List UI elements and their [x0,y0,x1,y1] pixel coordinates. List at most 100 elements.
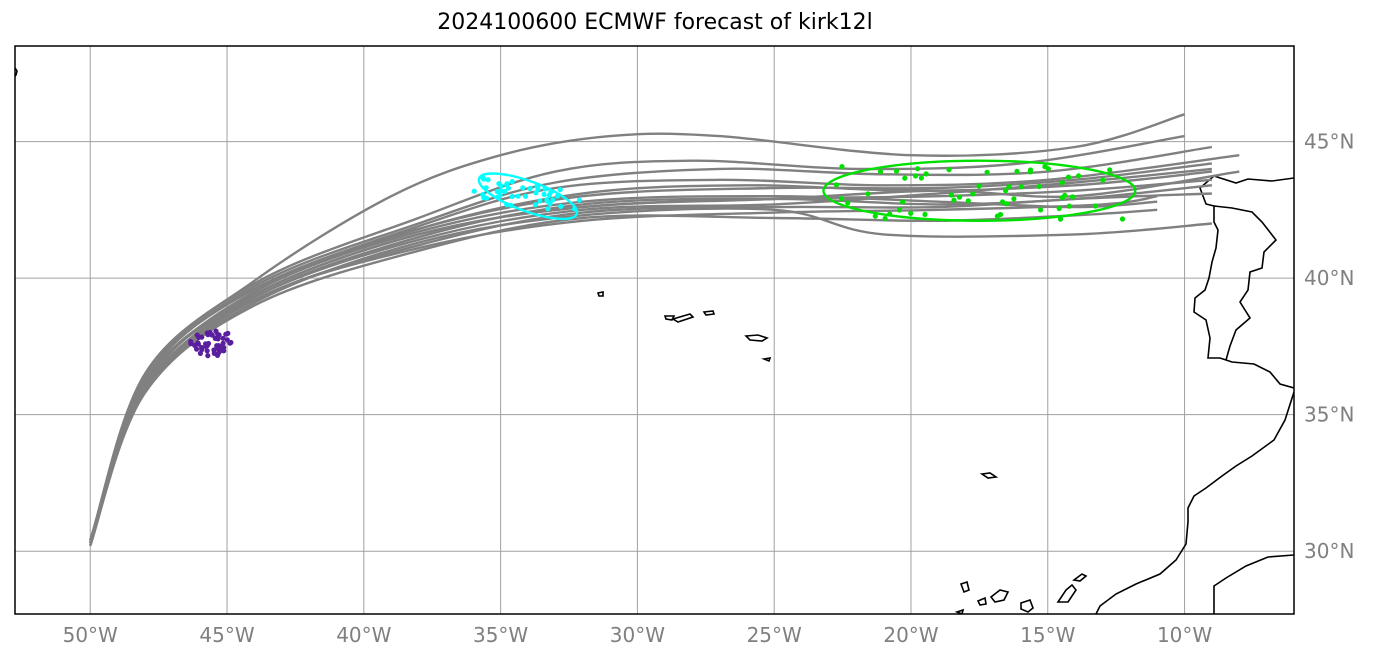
uncertainty-ellipses [477,159,1137,222]
position-dot [915,166,921,172]
lon-tick-label: 30°W [610,623,665,647]
lon-tick-label: 45°W [199,623,254,647]
latitude-tick-labels: 30°N 35°N 40°N 45°N [1304,130,1354,564]
position-dot [541,191,547,197]
position-dot [199,334,205,340]
position-dot [1000,199,1006,205]
canary-island-4 [1020,598,1034,613]
position-dot [845,200,851,206]
position-dot [877,169,884,175]
position-dot [225,330,231,336]
position-dot [481,176,487,182]
position-dot [498,183,504,189]
position-dot [533,202,539,208]
coastlines [15,67,1294,614]
uncertainty-ellipse [477,172,579,221]
canary-island-6 [1072,573,1088,582]
position-dot [922,211,928,217]
position-dot [537,198,543,204]
chart-title: 2024100600 ECMWF forecast of kirk12l [437,10,873,35]
position-dot [1100,177,1106,183]
position-dot [205,353,211,359]
canary-island-5 [1056,583,1077,603]
lat-tick-label: 35°N [1304,403,1354,427]
uncertainty-ellipse [822,159,1137,222]
lon-tick-label: 50°W [63,623,118,647]
ensemble-track [89,162,1213,544]
position-dot [1004,201,1010,207]
position-dot [204,348,210,354]
position-dot [984,169,990,175]
iberia-coastline [1193,175,1294,389]
lon-tick-label: 20°W [883,623,938,647]
position-dot [1038,207,1044,213]
position-dot [1003,188,1009,194]
position-dot [997,211,1004,218]
position-dot [520,185,526,191]
position-dot [215,331,221,337]
position-dot [220,335,226,341]
longitude-tick-labels: 50°W 45°W 40°W 35°W 30°W 25°W 20°W 15°W 10°W [63,623,1213,647]
grid-lines [15,46,1294,614]
position-dot [970,191,976,197]
position-dot [224,337,230,343]
ensemble-track [89,113,1185,544]
position-dot [1027,167,1034,173]
position-dot [212,335,218,341]
position-dot [471,188,477,194]
position-dot [882,215,888,222]
position-dot [965,198,971,204]
position-dot [485,177,491,183]
ensemble-track [89,208,1158,547]
morocco-coastline [1095,391,1294,614]
position-dot [1056,205,1062,212]
position-dot [494,188,500,195]
position-dot [893,168,900,174]
position-dot [527,185,533,192]
position-dot [199,347,205,353]
position-dot [1059,195,1065,201]
position-dot [1107,167,1113,173]
ensemble-track [89,145,1213,541]
position-dot [546,192,552,198]
position-dot [839,196,845,202]
position-dot [1018,184,1024,190]
position-dot [509,179,515,185]
lon-tick-label: 15°W [1020,623,1075,647]
position-dot [948,192,954,198]
position-dot [194,346,200,352]
position-dot [902,175,908,181]
position-dot [547,201,553,207]
position-dot [558,203,564,209]
position-dot [908,210,914,216]
ensemble-tracks [89,113,1240,547]
azores-central-3 [702,310,716,316]
position-dot [550,197,556,203]
position-dot [833,182,840,188]
position-dot [1069,194,1076,200]
position-dot [207,329,213,336]
position-dot [865,191,871,197]
position-dot [188,338,194,345]
azores-flores [596,291,604,297]
canary-island-2 [976,596,987,606]
madeira-island [979,472,999,479]
ensemble-track [89,184,1213,544]
ensemble-track [89,154,1240,544]
position-dot [918,175,925,181]
canary-island-7 [954,608,965,614]
position-dot [1066,203,1072,209]
ensemble-track [89,167,1213,544]
canary-island-1 [959,580,970,594]
position-dot [509,193,515,200]
lon-tick-label: 25°W [747,623,802,647]
position-dot [502,188,508,195]
position-dot [504,182,510,188]
position-dot [1036,183,1042,190]
position-dot [913,173,919,179]
position-dot [1076,173,1082,179]
position-dot [1014,168,1020,174]
position-dot [951,197,957,203]
position-dot [923,171,929,177]
